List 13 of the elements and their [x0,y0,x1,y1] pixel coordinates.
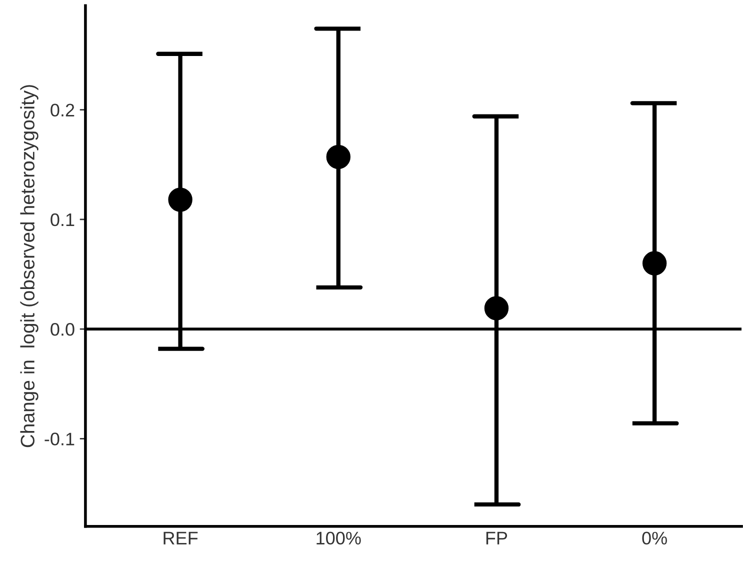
point [168,188,192,212]
x-tick-label: 0% [642,532,667,545]
point [484,296,509,320]
x-tick-label: FP [486,532,508,544]
x-tick-label: REF [164,532,198,544]
y-tick-label: -0.1 [44,432,74,446]
point [326,144,350,170]
y-axis-title: Change in logit (observed heterozygosity) [20,85,38,448]
point [642,251,667,276]
y-tick-label: 0.2 [50,104,74,117]
y-tick-label: 0.1 [50,213,74,226]
y-tick-label: 0.0 [50,322,74,336]
x-tick-label: 100% [316,532,361,545]
